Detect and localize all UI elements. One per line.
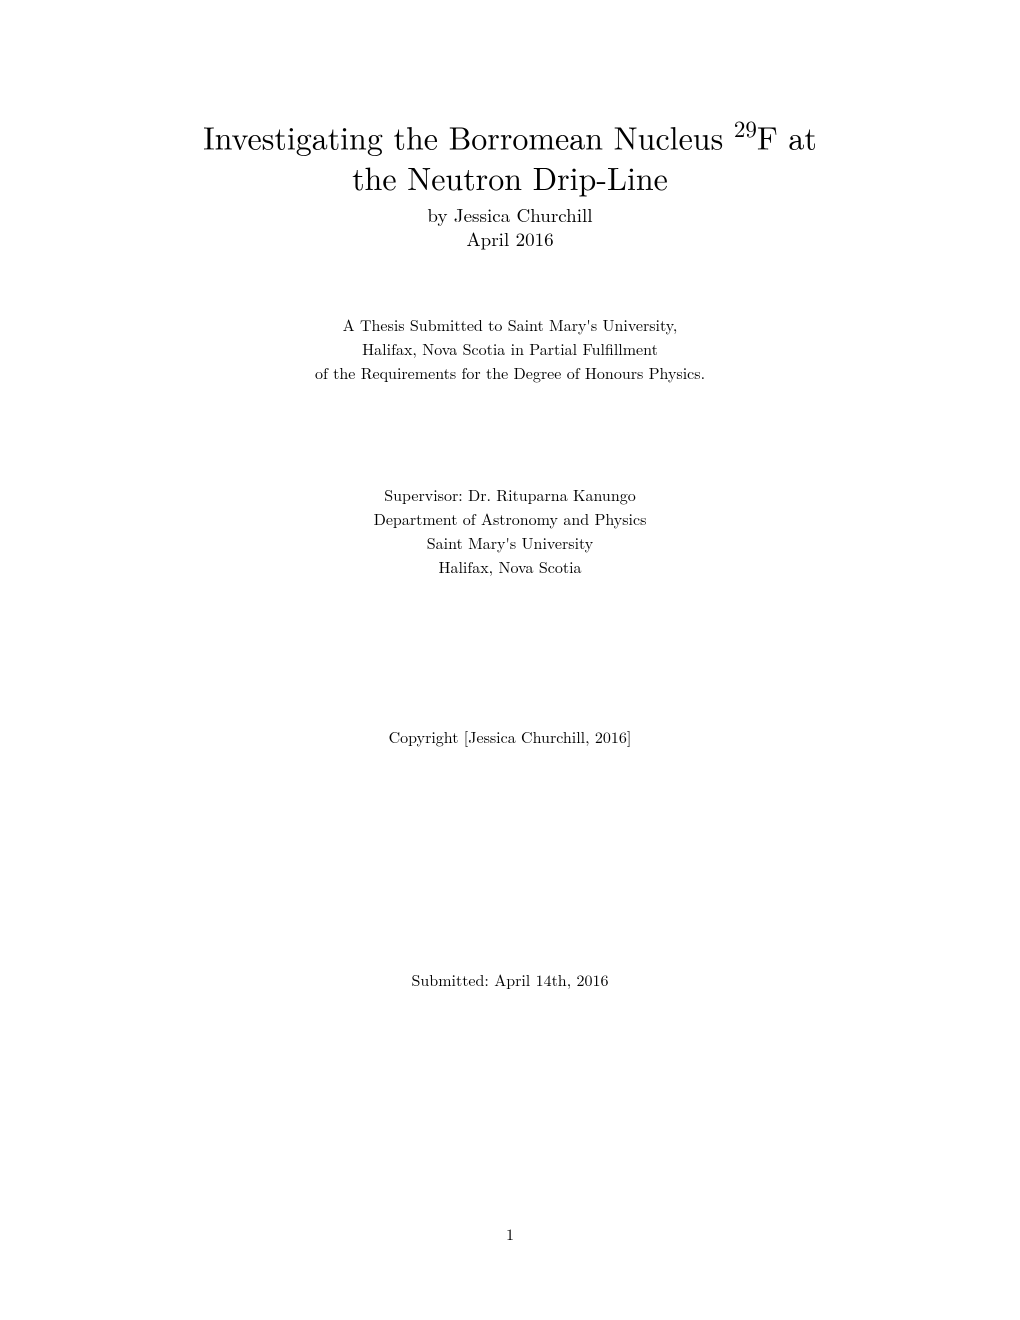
submission-line1: A Thesis Submitted to Saint Mary's Unive… bbox=[125, 313, 895, 337]
thesis-title-line2: the Neutron Drip-Line bbox=[125, 159, 895, 197]
supervisor-line2: Department of Astronomy and Physics bbox=[125, 507, 895, 531]
title-page: Investigating the Borromean Nucleus 29F … bbox=[0, 0, 1020, 991]
submission-line2: Halifax, Nova Scotia in Partial Fulfillm… bbox=[125, 337, 895, 361]
submitted-date: Submitted: April 14th, 2016 bbox=[125, 968, 895, 991]
title-post: F at bbox=[757, 115, 817, 160]
page-number: 1 bbox=[0, 1222, 1020, 1245]
copyright-notice: Copyright [Jessica Churchill, 2016] bbox=[125, 725, 895, 748]
supervisor-line3: Saint Mary's University bbox=[125, 531, 895, 555]
supervisor-line1: Supervisor: Dr. Rituparna Kanungo bbox=[125, 483, 895, 507]
submission-line3: of the Requirements for the Degree of Ho… bbox=[125, 361, 895, 385]
title-pre: Investigating the Borromean Nucleus bbox=[203, 115, 734, 160]
submission-block: A Thesis Submitted to Saint Mary's Unive… bbox=[125, 313, 895, 385]
thesis-title-line1: Investigating the Borromean Nucleus 29F … bbox=[125, 115, 895, 157]
author-byline: by Jessica Churchill bbox=[125, 203, 895, 227]
title-date: April 2016 bbox=[125, 227, 895, 251]
supervisor-line4: Halifax, Nova Scotia bbox=[125, 555, 895, 579]
title-superscript: 29 bbox=[734, 111, 757, 144]
supervisor-block: Supervisor: Dr. Rituparna Kanungo Depart… bbox=[125, 483, 895, 579]
